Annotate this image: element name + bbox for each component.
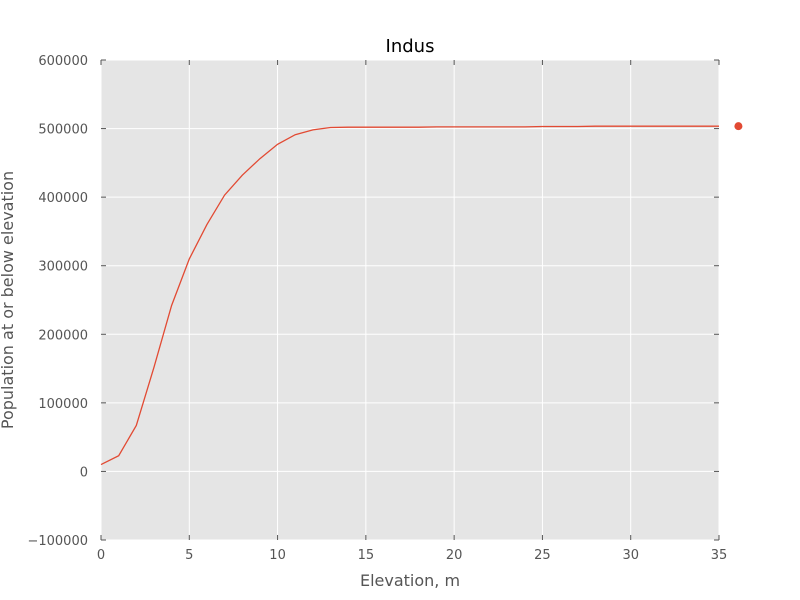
y-tick-label: 600000 <box>38 54 88 69</box>
y-tick-label: 100000 <box>38 397 88 412</box>
series-layer <box>100 122 743 466</box>
x-tick-label: 35 <box>711 548 728 563</box>
y-tick-label: 300000 <box>38 260 88 275</box>
x-tick-label: 30 <box>622 548 639 563</box>
data-point-marker <box>734 122 743 131</box>
x-tick-label: 15 <box>358 548 375 563</box>
y-tick-label: 400000 <box>38 191 88 206</box>
y-tick-label: −100000 <box>27 534 88 549</box>
x-tick-label: 0 <box>97 548 105 563</box>
series-line <box>100 125 719 466</box>
x-tick-label: 5 <box>185 548 193 563</box>
y-tick-label: 200000 <box>38 328 88 343</box>
axis-ticks: 0 5 10 15 20 25 30 35 −100000 0 100000 200000 300000… <box>27 54 727 563</box>
chart-title: Indus <box>386 36 435 57</box>
y-axis-label: Population at or below elevation <box>0 171 17 429</box>
x-tick-label: 20 <box>446 548 463 563</box>
x-tick-label: 25 <box>534 548 551 563</box>
y-tick-label: 500000 <box>38 123 88 138</box>
grid <box>100 59 720 541</box>
x-tick-label: 10 <box>269 548 286 563</box>
y-tick-label: 0 <box>80 465 88 480</box>
x-axis-label: Elevation, m <box>360 571 460 590</box>
plot-background <box>101 60 719 540</box>
